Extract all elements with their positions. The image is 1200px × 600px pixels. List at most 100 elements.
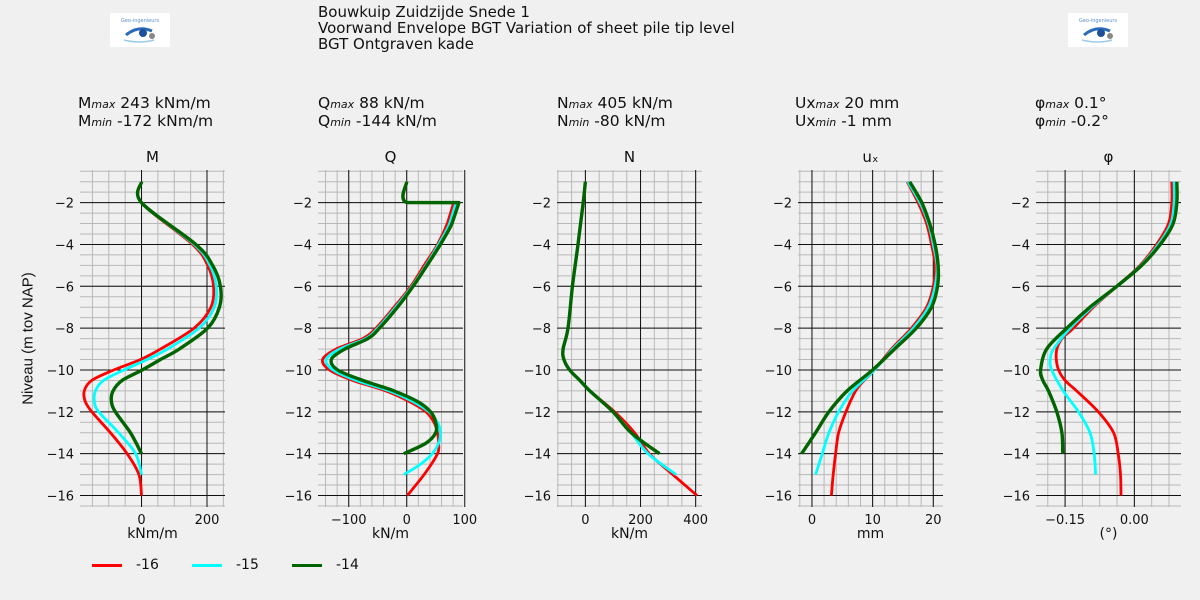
stat-min: Nmin -80 kN/m	[557, 113, 673, 131]
panel-title: φ	[1104, 148, 1114, 166]
panel-title: N	[624, 148, 635, 166]
series-line-minus14	[109, 181, 223, 455]
stat-symbol: Q	[318, 94, 331, 112]
x-tick-label: 0	[403, 513, 411, 528]
y-tick-label: −2	[532, 197, 551, 212]
panel-4: −0.15 0.00 −2 −4 −6 −8 −10 −12 −14 −16 φ (°)	[1003, 148, 1181, 542]
series-line-minus14	[1038, 181, 1179, 454]
company-logo-left: Geo-ingenieurs	[110, 13, 170, 47]
title-line-1: Bouwkuip Zuidzijde Snede 1	[318, 3, 530, 21]
x-axis-label: mm	[857, 526, 884, 542]
x-tick-label: 10	[864, 513, 881, 528]
stat-symbol: φ	[1035, 112, 1046, 130]
stat-min: Mmin -172 kNm/m	[78, 113, 213, 131]
y-tick-label: −14	[765, 448, 792, 463]
y-tick-label: −16	[524, 489, 551, 504]
x-tick-label: 0	[137, 513, 145, 528]
y-tick-label: −12	[765, 406, 792, 421]
x-tick-label: 20	[925, 513, 942, 528]
series-line-minus16	[1054, 181, 1174, 496]
stat-value: 88 kN/m	[354, 94, 425, 112]
y-tick-label: −10	[47, 364, 74, 379]
stat-symbol: Ux	[795, 112, 816, 130]
y-tick-label: −2	[293, 197, 312, 212]
y-tick-label: −4	[773, 238, 792, 253]
y-tick-label: −2	[55, 197, 74, 212]
x-tick-label: 100	[452, 513, 477, 528]
stat-value: 20 mm	[839, 94, 900, 112]
stat-max: Uxmax 20 mm	[795, 95, 899, 113]
x-tick-label: 0.00	[1120, 513, 1149, 528]
stats-0: Mmax 243 kNm/m Mmin -172 kNm/m	[78, 95, 213, 131]
stat-value: 0.1°	[1069, 94, 1107, 112]
y-tick-label: −8	[293, 322, 312, 337]
series-line-minus15	[92, 181, 219, 475]
x-tick-label: −100	[331, 513, 367, 528]
svg-text:Geo-ingenieurs: Geo-ingenieurs	[1079, 18, 1118, 24]
title-line-2: Voorwand Envelope BGT Variation of sheet…	[318, 19, 735, 37]
y-tick-label: −14	[47, 448, 74, 463]
y-tick-label: −2	[773, 197, 792, 212]
series-line-minus14	[561, 181, 661, 456]
stat-subscript: min	[568, 116, 590, 129]
legend-item-15: -15	[192, 557, 259, 573]
stats-3: Uxmax 20 mm Uxmin -1 mm	[795, 95, 899, 131]
y-tick-label: −12	[1003, 406, 1030, 421]
series-line-minus14	[800, 180, 941, 455]
x-tick-label: 400	[683, 513, 708, 528]
stat-subscript: max	[330, 98, 355, 111]
y-tick-label: −10	[765, 364, 792, 379]
y-tick-label: −10	[1003, 364, 1030, 379]
series-line-minus14	[329, 181, 461, 456]
stat-value: -1 mm	[836, 112, 892, 130]
figure-title: Bouwkuip Zuidzijde Snede 1 Voorwand Enve…	[318, 4, 735, 52]
stat-value: -172 kNm/m	[112, 112, 214, 130]
stat-value: -80 kN/m	[589, 112, 666, 130]
y-tick-label: −16	[285, 489, 312, 504]
stat-value: 405 kN/m	[592, 94, 673, 112]
stat-symbol: φ	[1035, 94, 1046, 112]
stats-2: Nmax 405 kN/m Nmin -80 kN/m	[557, 95, 673, 131]
y-tick-label: −10	[285, 364, 312, 379]
stat-symbol: Ux	[795, 94, 816, 112]
legend-label: -16	[136, 557, 159, 573]
stat-value: 243 kNm/m	[115, 94, 211, 112]
y-tick-label: −4	[293, 238, 312, 253]
stats-4: φmax 0.1° φmin -0.2°	[1035, 95, 1109, 131]
x-tick-label: 0	[581, 513, 589, 528]
panel-title: M	[146, 148, 159, 166]
y-tick-label: −16	[47, 489, 74, 504]
y-tick-label: −6	[773, 280, 792, 295]
y-tick-label: −14	[285, 448, 312, 463]
stat-min: Qmin -144 kN/m	[318, 113, 437, 131]
y-tick-label: −16	[765, 489, 792, 504]
y-tick-label: −8	[1011, 322, 1030, 337]
y-tick-label: −10	[524, 364, 551, 379]
stat-subscript: max	[91, 98, 116, 111]
y-tick-label: −2	[1011, 197, 1030, 212]
title-line-3: BGT Ontgraven kade	[318, 35, 474, 53]
y-tick-label: −4	[532, 238, 551, 253]
x-axis-label: kN/m	[372, 526, 409, 542]
stat-max: Mmax 243 kNm/m	[78, 95, 213, 113]
y-tick-label: −14	[1003, 448, 1030, 463]
legend-label: -15	[236, 557, 259, 573]
stat-subscript: min	[91, 116, 113, 129]
y-tick-label: −6	[532, 280, 551, 295]
panel-title: Q	[385, 148, 397, 166]
stat-value: -0.2°	[1065, 112, 1109, 130]
legend-swatch	[92, 563, 122, 567]
x-axis-label: kN/m	[611, 526, 648, 542]
stat-subscript: min	[815, 116, 837, 129]
legend-swatch	[192, 563, 222, 567]
stat-subscript: min	[1045, 116, 1066, 129]
legend-item-14: -14	[292, 557, 359, 573]
legend-label: -14	[336, 557, 359, 573]
y-tick-label: −16	[1003, 489, 1030, 504]
panel-1: −100 0 100 −2 −4 −6 −8 −10 −12 −14 −16 QkN/m	[285, 148, 478, 542]
x-tick-label: 200	[195, 513, 220, 528]
stat-symbol: N	[557, 94, 569, 112]
x-tick-label: 0	[808, 513, 816, 528]
stat-min: φmin -0.2°	[1035, 113, 1109, 131]
